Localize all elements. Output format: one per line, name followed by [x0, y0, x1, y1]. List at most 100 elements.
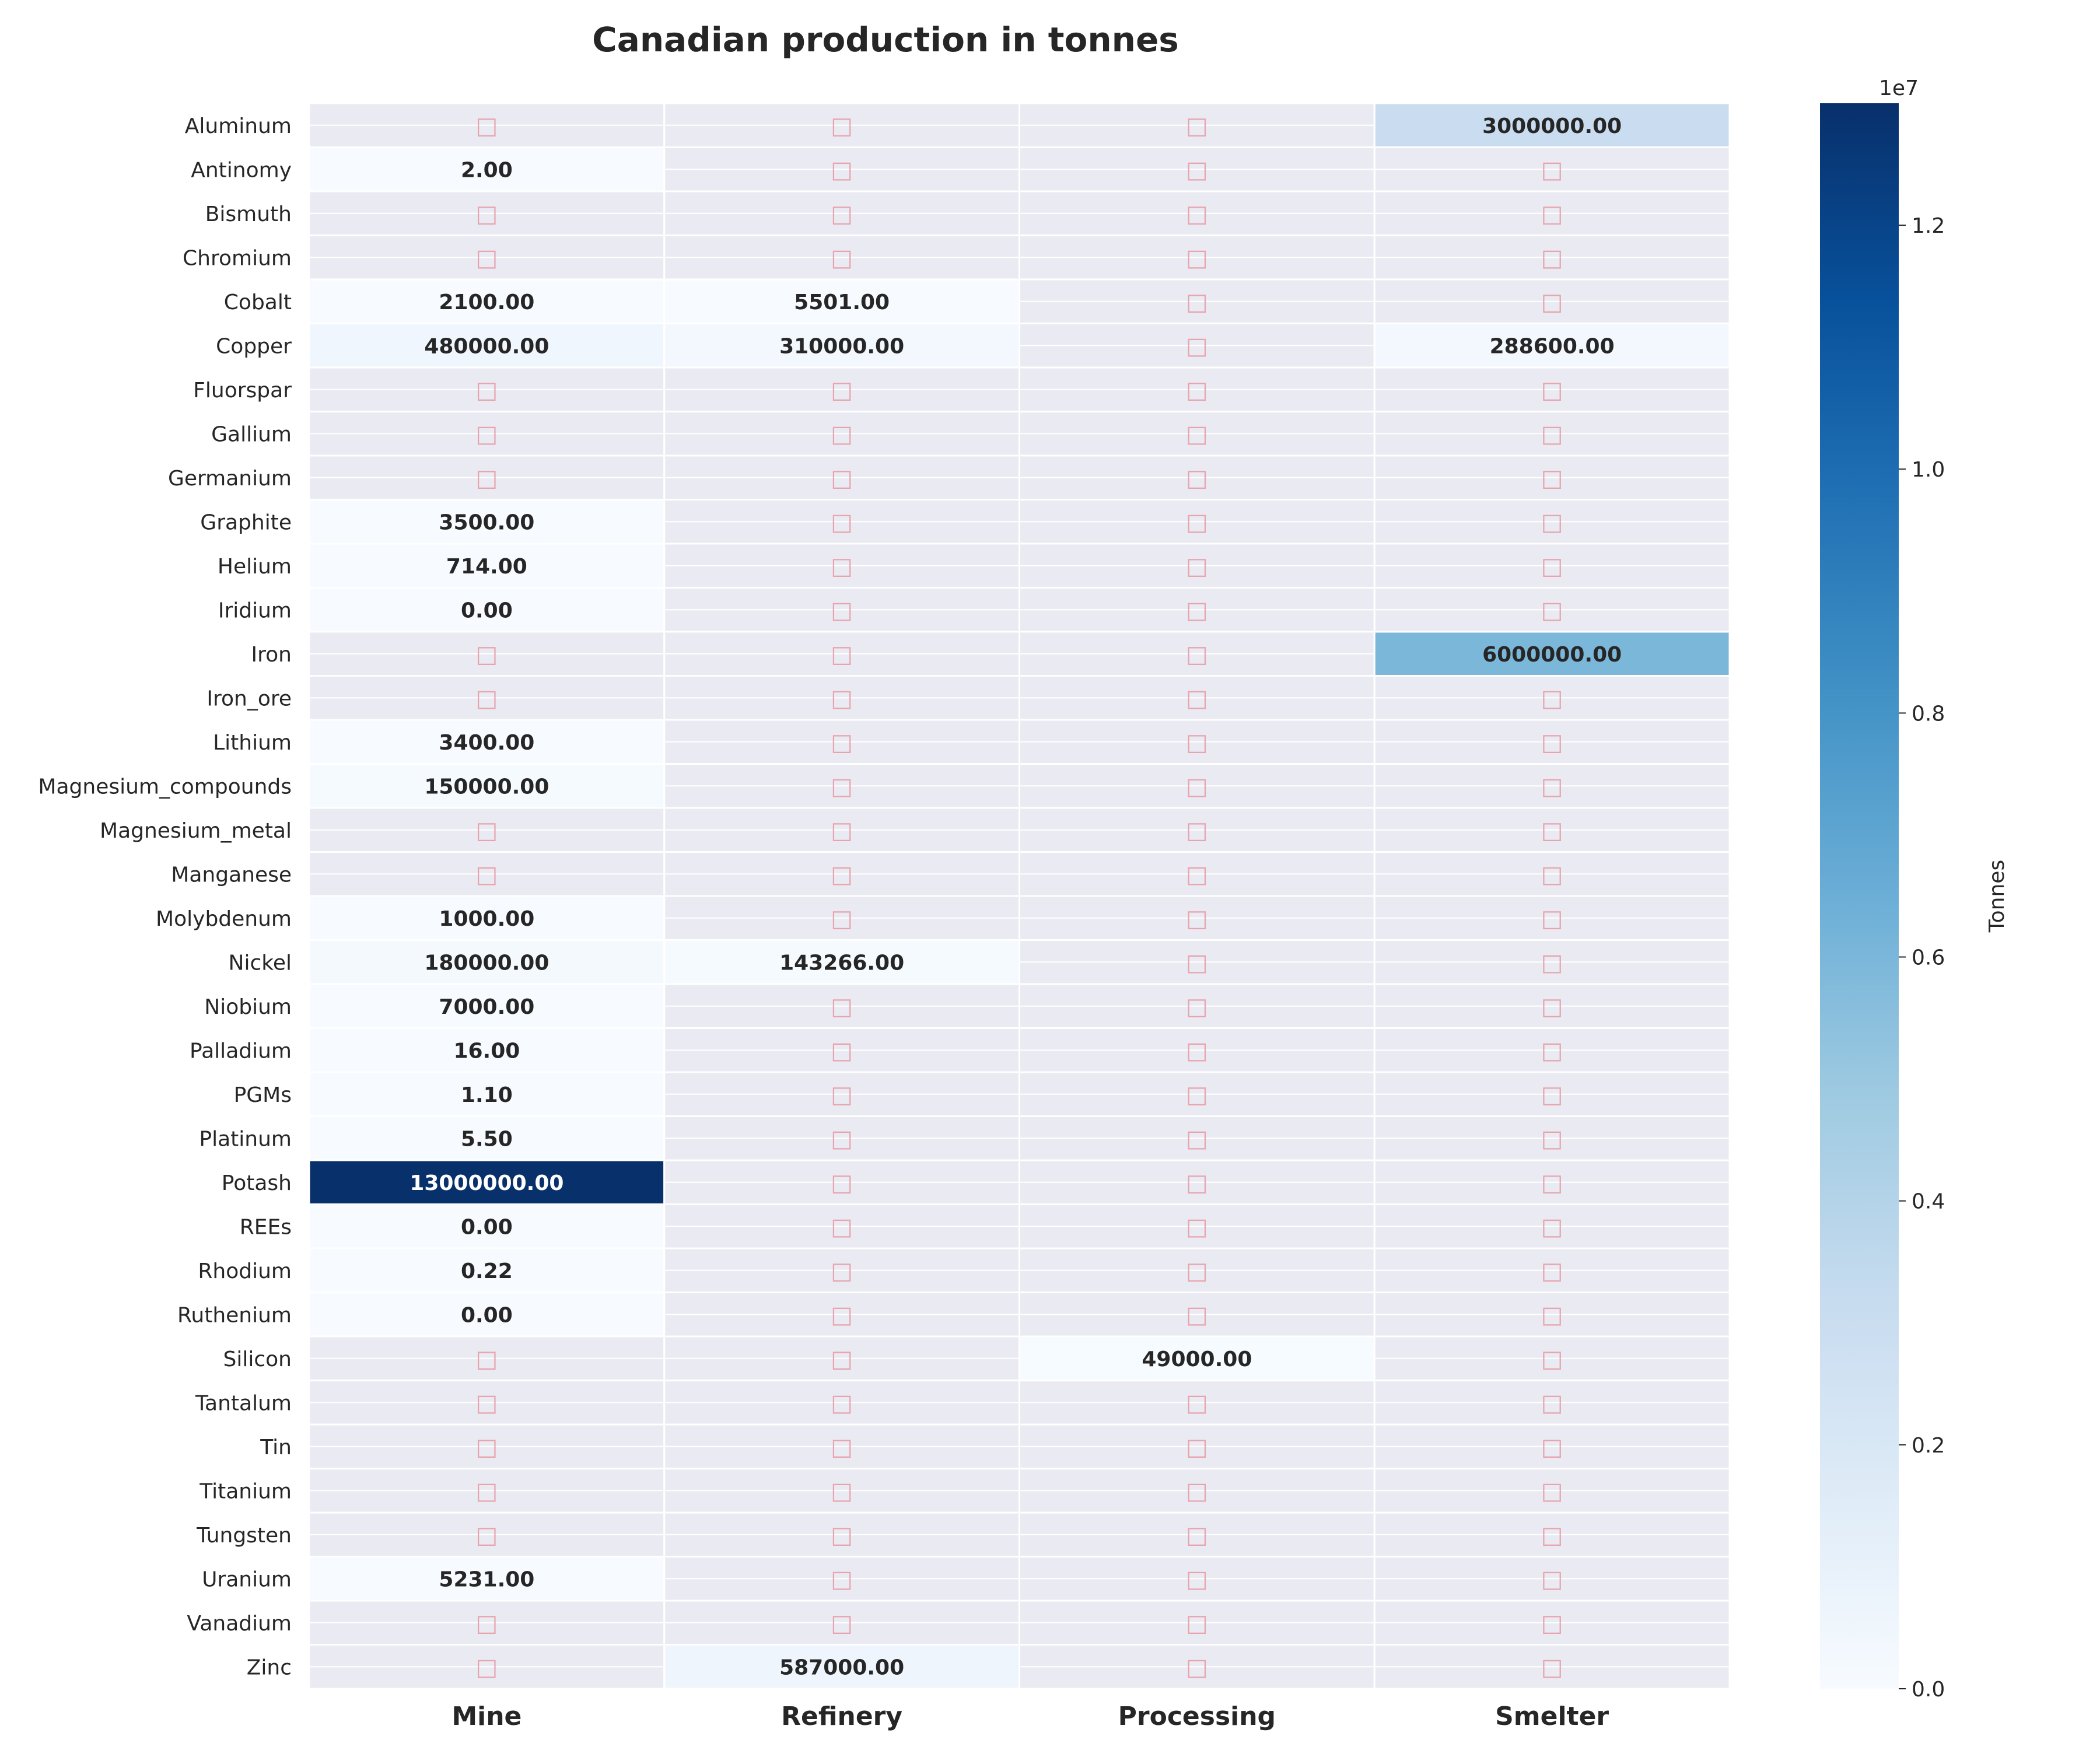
missing-value-glyph: □ [1541, 553, 1563, 580]
missing-value-glyph: □ [831, 509, 853, 536]
missing-value-glyph: □ [475, 641, 498, 668]
missing-value-glyph: □ [831, 553, 853, 580]
missing-value-glyph: □ [1541, 156, 1563, 183]
missing-value-glyph: □ [475, 201, 498, 228]
cell-value-label: 0.00 [461, 598, 513, 622]
missing-value-glyph: □ [1186, 377, 1208, 404]
missing-value-glyph: □ [1186, 685, 1208, 712]
colorbar-tick-label: 1.0 [1912, 458, 1945, 482]
row-label: Bismuth [205, 202, 292, 226]
missing-value-glyph: □ [1541, 1434, 1563, 1461]
cell-value-label: 3500.00 [439, 510, 534, 534]
cell-value-label: 2.00 [461, 158, 513, 182]
heatmap-cell [308, 1556, 666, 1602]
missing-value-glyph: □ [831, 993, 853, 1020]
heatmap-cell [663, 1644, 1020, 1690]
missing-value-glyph: □ [831, 1258, 853, 1284]
missing-value-glyph: □ [1186, 113, 1208, 139]
missing-value-glyph: □ [1541, 377, 1563, 404]
row-label: Palladium [190, 1039, 292, 1063]
missing-value-glyph: □ [831, 421, 853, 447]
missing-value-glyph: □ [475, 1434, 498, 1461]
missing-value-glyph: □ [1186, 1478, 1208, 1504]
missing-value-glyph: □ [831, 201, 853, 228]
row-label: Zinc [247, 1656, 292, 1679]
missing-value-glyph: □ [1186, 1434, 1208, 1461]
missing-value-glyph: □ [831, 1346, 853, 1373]
missing-value-glyph: □ [1186, 729, 1208, 756]
row-label: Cobalt [224, 290, 292, 314]
missing-value-glyph: □ [1541, 773, 1563, 800]
colorbar-bar [1820, 103, 1899, 1689]
missing-value-glyph: □ [1541, 1346, 1563, 1373]
heatmap-cell [308, 499, 666, 545]
missing-value-glyph: □ [831, 1522, 853, 1549]
colorbar-exponent-label: 1e7 [1879, 76, 1919, 100]
missing-value-glyph: □ [831, 773, 853, 800]
column-labels: Mine Refinery Processing Smelter [452, 1702, 1609, 1731]
colorbar: 0.0 0.2 0.4 0.6 0.8 1.0 1.2 1e7 Tonnes [1820, 76, 2009, 1702]
missing-value-glyph: □ [1186, 641, 1208, 668]
missing-value-glyph: □ [1541, 1213, 1563, 1240]
row-label: Titanium [199, 1479, 292, 1503]
cell-value-label: 1000.00 [439, 907, 534, 931]
cell-value-label: 180000.00 [424, 951, 549, 975]
missing-value-glyph: □ [831, 685, 853, 712]
missing-value-glyph: □ [1541, 1125, 1563, 1152]
row-label: Helium [218, 555, 292, 579]
heatmap-cell [308, 763, 666, 809]
missing-value-glyph: □ [475, 1654, 498, 1681]
row-label: Niobium [204, 995, 292, 1019]
missing-value-glyph: □ [1186, 553, 1208, 580]
missing-value-glyph: □ [1186, 1390, 1208, 1416]
row-label: Gallium [211, 422, 292, 446]
missing-value-glyph: □ [1186, 289, 1208, 316]
heatmap-cell [1019, 1335, 1376, 1381]
cell-value-label: 3000000.00 [1482, 114, 1622, 138]
row-label: Lithium [213, 731, 292, 755]
cell-value-label: 0.00 [461, 1303, 513, 1327]
row-label: Silicon [223, 1348, 292, 1371]
missing-value-glyph: □ [1541, 993, 1563, 1020]
missing-value-glyph: □ [475, 1390, 498, 1416]
heatmap-cell [308, 1115, 666, 1161]
missing-value-glyph: □ [1541, 244, 1563, 271]
heatmap-cell [308, 1247, 666, 1293]
heatmap-cell [308, 323, 666, 369]
colorbar-tick-label: 0.6 [1912, 946, 1945, 970]
missing-value-glyph: □ [831, 597, 853, 624]
missing-value-glyph: □ [831, 729, 853, 756]
heatmap-cell [308, 146, 666, 192]
row-label: Manganese [171, 863, 292, 887]
cell-value-label: 150000.00 [424, 775, 549, 799]
missing-value-glyph: □ [1186, 1566, 1208, 1592]
missing-value-glyph: □ [831, 1301, 853, 1328]
missing-value-glyph: □ [1186, 905, 1208, 932]
missing-value-glyph: □ [1186, 861, 1208, 888]
row-label: Potash [222, 1171, 292, 1195]
missing-value-glyph: □ [1541, 817, 1563, 844]
missing-value-glyph: □ [1541, 1610, 1563, 1637]
cell-value-label: 0.00 [461, 1215, 513, 1239]
missing-value-glyph: □ [1541, 289, 1563, 316]
row-label: Aluminum [185, 114, 292, 138]
colorbar-tick-label: 0.0 [1912, 1678, 1945, 1702]
row-label: Tin [260, 1436, 292, 1460]
missing-value-glyph: □ [1186, 1125, 1208, 1152]
missing-value-glyph: □ [1186, 1301, 1208, 1328]
colorbar-label: Tonnes [1985, 860, 2009, 933]
colorbar-tick-label: 0.8 [1912, 702, 1945, 726]
heatmap-cell [308, 895, 666, 941]
missing-value-glyph: □ [831, 465, 853, 492]
missing-value-glyph: □ [1541, 597, 1563, 624]
missing-value-glyph: □ [831, 1610, 853, 1637]
missing-value-glyph: □ [475, 421, 498, 447]
cell-value-label: 143266.00 [779, 951, 904, 975]
row-label: Ruthenium [177, 1303, 292, 1327]
row-label: Copper [216, 334, 292, 358]
missing-value-glyph: □ [831, 1037, 853, 1064]
cell-value-label: 480000.00 [424, 334, 549, 358]
row-label: Magnesium_compounds [38, 775, 292, 799]
cell-value-label: 288600.00 [1490, 334, 1615, 358]
missing-value-glyph: □ [475, 1346, 498, 1373]
